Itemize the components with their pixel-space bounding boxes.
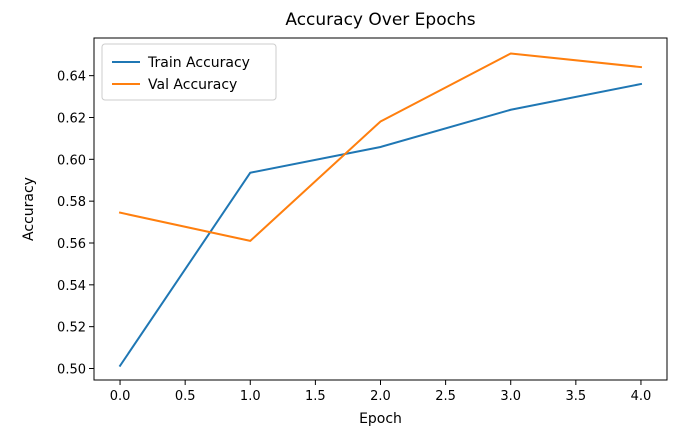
y-tick-label: 0.50 (57, 362, 86, 377)
x-tick-label: 4.0 (631, 389, 652, 404)
y-tick-label: 0.64 (57, 70, 86, 85)
legend-box (101, 43, 277, 101)
x-tick-label: 0.5 (175, 389, 196, 404)
x-tick-label: 2.0 (370, 389, 391, 404)
y-tick-label: 0.52 (57, 321, 86, 336)
y-axis-label: Accuracy (21, 177, 37, 241)
plot-area: 0.0 0.5 1.0 1.5 2.0 2.5 3.0 3.5 4.0 0.50 0.52 0.54 0… (57, 37, 668, 404)
x-tick-label: 2.5 (435, 389, 456, 404)
y-tick-label: 0.54 (57, 279, 86, 294)
series-line-1 (118, 52, 643, 242)
x-tick-label: 0.0 (110, 389, 131, 404)
legend-label-1: Val Accuracy (148, 77, 237, 93)
x-tick-label: 3.5 (565, 389, 586, 404)
y-tick-label: 0.62 (57, 111, 86, 126)
x-tick-label: 3.0 (500, 389, 521, 404)
series-line-0 (118, 82, 643, 368)
y-tick-label: 0.56 (57, 237, 86, 252)
y-tick-label: 0.58 (57, 195, 86, 210)
y-tick-label: 0.60 (57, 153, 86, 168)
chart-title: Accuracy Over Epochs (285, 10, 475, 30)
x-tick-label: 1.5 (305, 389, 326, 404)
x-axis-label: Epoch (359, 411, 402, 427)
legend-label-0: Train Accuracy (147, 55, 250, 71)
x-tick-label: 1.0 (240, 389, 261, 404)
